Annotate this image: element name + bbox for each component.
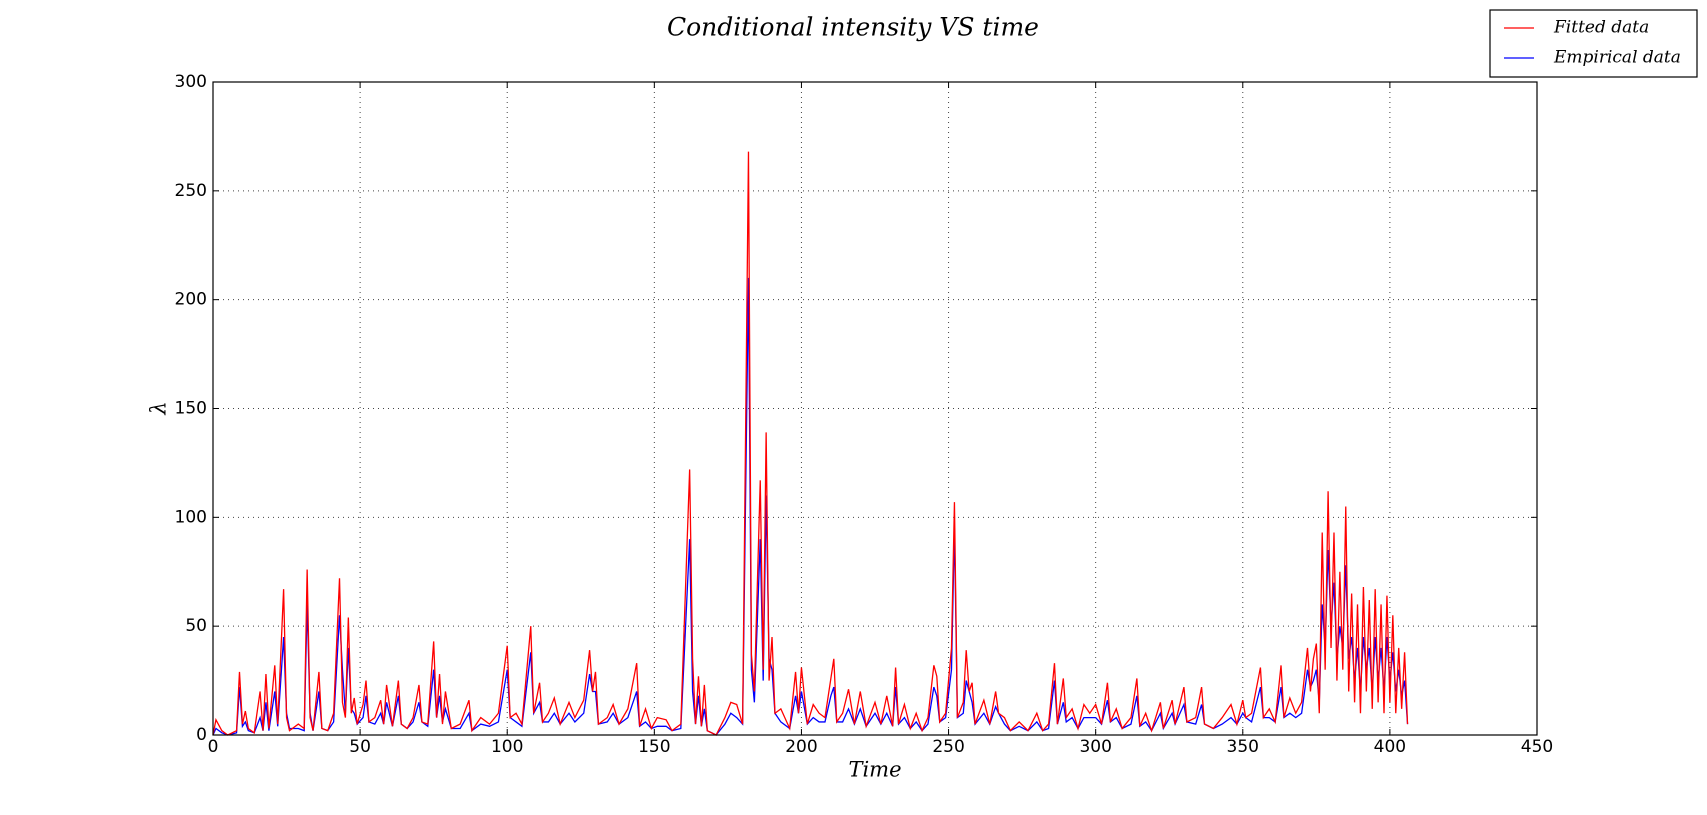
x-tick-label: 300 xyxy=(1079,737,1111,757)
x-tick-label: 350 xyxy=(1227,737,1259,757)
x-tick-label: 250 xyxy=(932,737,964,757)
y-tick-label: 200 xyxy=(175,290,207,310)
y-tick-label: 100 xyxy=(175,507,207,527)
x-tick-label: 150 xyxy=(638,737,670,757)
x-tick-label: 450 xyxy=(1521,737,1553,757)
data-line xyxy=(212,151,1409,736)
legend-label: Empirical data xyxy=(1553,48,1681,68)
legend-box xyxy=(1489,9,1698,78)
x-tick-label: 0 xyxy=(208,737,219,757)
x-tick-label: 100 xyxy=(491,737,523,757)
y-tick-label: 0 xyxy=(196,725,207,745)
chart-title: Conditional intensity VS time xyxy=(667,13,1039,42)
legend-label: Fitted data xyxy=(1553,18,1649,38)
x-tick-label: 400 xyxy=(1374,737,1406,757)
x-tick-label: 200 xyxy=(785,737,817,757)
data-line xyxy=(212,277,1409,736)
x-tick-label: 50 xyxy=(349,737,371,757)
x-axis-label: Time xyxy=(848,758,901,782)
y-tick-label: 300 xyxy=(175,72,207,92)
plot-frame xyxy=(212,81,1538,736)
y-axis-label: λ xyxy=(147,401,171,415)
y-tick-label: 150 xyxy=(175,399,207,419)
y-tick-label: 50 xyxy=(185,616,207,636)
y-tick-label: 250 xyxy=(175,181,207,201)
